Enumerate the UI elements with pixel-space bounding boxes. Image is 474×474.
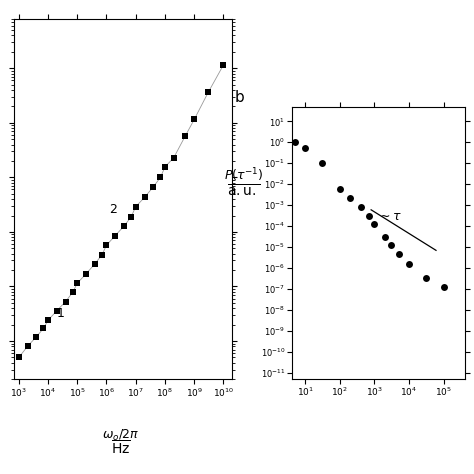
Text: 2: 2 [109, 203, 117, 216]
Text: $P(\tau^{-1})$: $P(\tau^{-1})$ [224, 166, 264, 184]
Text: 1: 1 [57, 307, 64, 319]
Text: $\omega_o / 2\pi$: $\omega_o / 2\pi$ [102, 428, 140, 443]
Text: $\overline{\mathrm{Hz}}$: $\overline{\mathrm{Hz}}$ [111, 440, 131, 458]
Text: $\sim\tau$: $\sim\tau$ [377, 210, 402, 223]
Text: $\overline{\mathrm{a.u.}}$: $\overline{\mathrm{a.u.}}$ [228, 183, 261, 200]
Text: b: b [235, 90, 245, 105]
